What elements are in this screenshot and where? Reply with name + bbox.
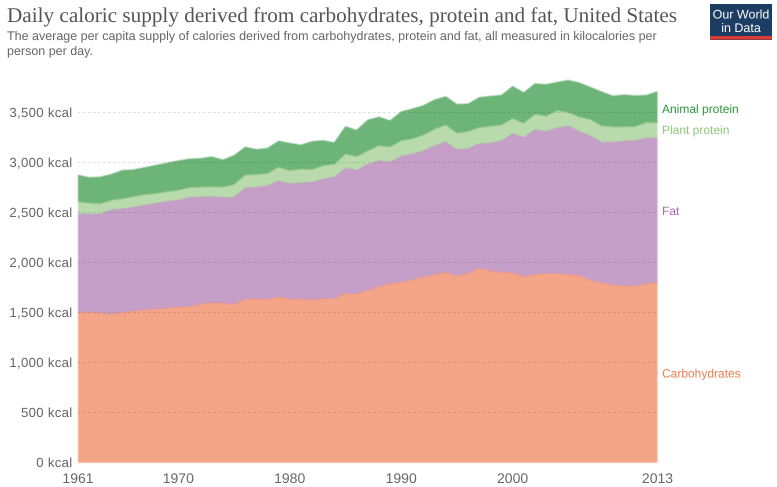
- svg-text:Our World: Our World: [713, 8, 770, 22]
- svg-text:in Data: in Data: [721, 21, 761, 35]
- svg-text:2,000 kcal: 2,000 kcal: [9, 255, 72, 270]
- svg-text:Daily caloric supply derived f: Daily caloric supply derived from carboh…: [7, 3, 677, 27]
- svg-text:500 kcal: 500 kcal: [21, 405, 73, 420]
- svg-text:2000: 2000: [497, 470, 528, 486]
- svg-text:1,500 kcal: 1,500 kcal: [9, 305, 72, 320]
- svg-text:Animal protein: Animal protein: [662, 102, 739, 116]
- svg-text:1990: 1990: [386, 470, 417, 486]
- svg-text:2,500 kcal: 2,500 kcal: [9, 205, 72, 220]
- svg-text:Plant protein: Plant protein: [662, 123, 729, 137]
- svg-text:1,000 kcal: 1,000 kcal: [9, 355, 72, 370]
- svg-text:0 kcal: 0 kcal: [36, 455, 72, 470]
- svg-text:1961: 1961: [62, 470, 93, 486]
- svg-text:3,000 kcal: 3,000 kcal: [9, 155, 72, 170]
- svg-text:2013: 2013: [642, 470, 673, 486]
- svg-text:1970: 1970: [163, 470, 194, 486]
- svg-text:Fat: Fat: [662, 204, 680, 218]
- svg-text:Carbohydrates: Carbohydrates: [662, 367, 741, 381]
- svg-text:1980: 1980: [274, 470, 305, 486]
- svg-text:person per day.: person per day.: [7, 44, 93, 58]
- svg-text:The average per capita supply: The average per capita supply of calorie…: [7, 29, 657, 43]
- svg-text:3,500 kcal: 3,500 kcal: [9, 105, 72, 120]
